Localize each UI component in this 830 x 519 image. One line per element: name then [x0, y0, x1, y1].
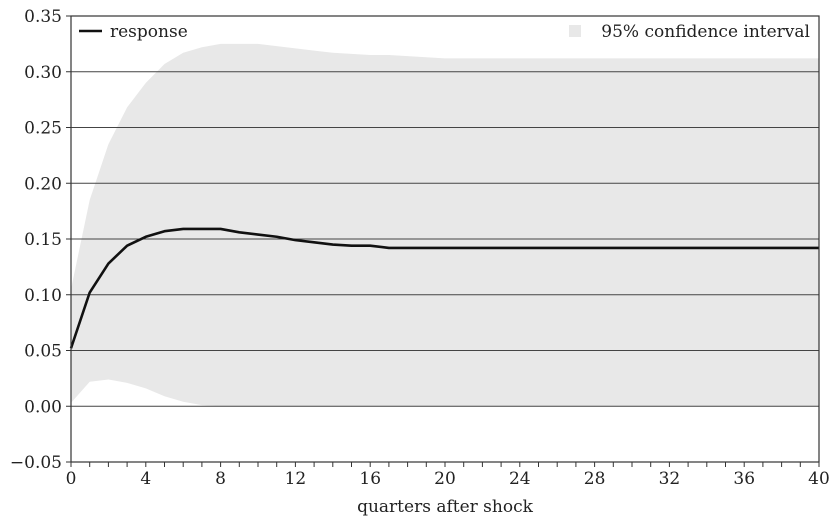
y-tick-label: 0.05	[24, 342, 62, 362]
x-tick-label: 12	[285, 469, 307, 489]
x-tick-label: 4	[140, 469, 151, 489]
x-tick-label: 28	[584, 469, 606, 489]
gridlines	[71, 71, 819, 407]
x-axis-title: quarters after shock	[357, 497, 534, 517]
y-tick-label: −0.05	[10, 453, 62, 473]
response-line	[69, 227, 819, 349]
line-layer	[69, 227, 819, 349]
y-axis-ticks: −0.05 0.00 0.05 0.10 0.15 0.20 0.25 0.30 0.35	[10, 7, 71, 473]
x-tick-label: 0	[66, 469, 77, 489]
ci-band	[71, 43, 819, 407]
x-tick-label: 36	[733, 469, 755, 489]
legend-ci-label: 95% confidence interval	[601, 22, 810, 42]
x-tick-label: 20	[434, 469, 456, 489]
y-tick-label: 0.20	[24, 174, 62, 194]
y-tick-label: 0.10	[24, 286, 62, 306]
y-tick-label: 0.00	[24, 397, 62, 417]
y-tick-label: 0.15	[24, 230, 62, 250]
y-tick-label: 0.25	[24, 119, 62, 139]
x-tick-label: 40	[808, 469, 830, 489]
x-tick-label: 24	[509, 469, 531, 489]
band-layer	[71, 43, 819, 407]
legend-response-label: response	[110, 22, 188, 42]
x-tick-label: 16	[359, 469, 381, 489]
y-tick-label: 0.35	[24, 7, 62, 27]
x-tick-label: 32	[659, 469, 681, 489]
y-tick-label: 0.30	[24, 63, 62, 83]
legend-ci-swatch	[569, 25, 581, 37]
legend: response 95% confidence interval	[79, 22, 810, 42]
x-axis-ticks: 0 4 8 12 16 20 24 28 32 36 40	[66, 462, 830, 489]
x-tick-label: 8	[215, 469, 226, 489]
